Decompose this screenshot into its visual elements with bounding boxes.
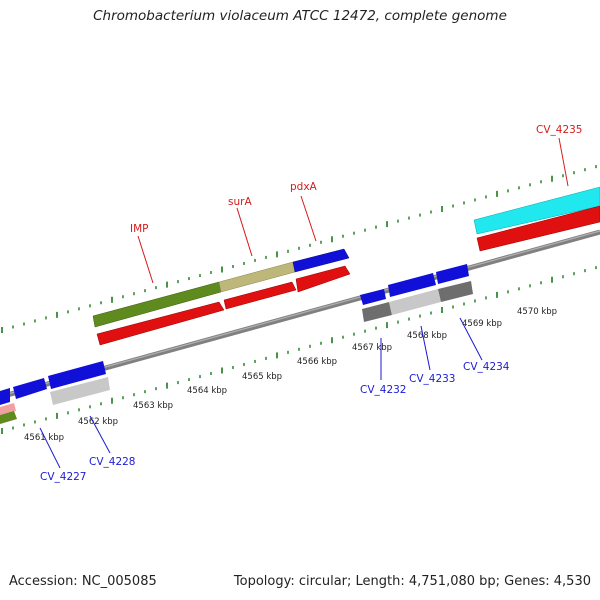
scale-labels: 4561 kbp 4562 kbp 4563 kbp 4564 kbp 4565…: [24, 307, 557, 443]
label-cv4235[interactable]: CV_4235: [536, 124, 583, 136]
label-cv4234[interactable]: CV_4234: [463, 361, 510, 373]
gene-cv4233-grey[interactable]: [389, 289, 441, 315]
gene-cv4234-grey[interactable]: [438, 281, 473, 302]
leader-cv4228: [89, 415, 111, 454]
scale-label-4565: 4565 kbp: [242, 372, 282, 382]
gene-pdxa-cds[interactable]: [295, 265, 351, 293]
scale-label-4570: 4570 kbp: [517, 307, 557, 317]
label-pdxa[interactable]: pdxA: [290, 181, 318, 193]
gene-left-olive[interactable]: [0, 411, 17, 424]
label-cv4228[interactable]: CV_4228: [89, 456, 136, 468]
reverse-label-leaders: [39, 317, 483, 469]
gene-left-blue-feature[interactable]: [0, 388, 10, 405]
outer-tick-ring: [1, 165, 597, 333]
gene-pdxa-feature[interactable]: [292, 248, 350, 273]
leader-cv4234: [459, 317, 483, 361]
scale-label-4561: 4561 kbp: [24, 433, 64, 443]
inner-tick-ring: [1, 266, 597, 434]
accession-text: Accession: NC_005085: [9, 574, 157, 589]
leader-cv4233: [420, 325, 431, 371]
gene-cv4228-feature[interactable]: [48, 361, 106, 389]
gene-cv4228-grey[interactable]: [50, 377, 110, 405]
forward-genes: [0, 186, 600, 424]
leader-pdxa: [300, 195, 317, 242]
map-title: Chromobacterium violaceum ATCC 12472, co…: [93, 8, 507, 24]
gene-cv4227-feature[interactable]: [13, 378, 47, 399]
scale-label-4563: 4563 kbp: [133, 401, 173, 411]
label-imp[interactable]: IMP: [130, 223, 149, 235]
leader-cv4227: [39, 427, 61, 469]
reverse-genes: [0, 264, 473, 405]
forward-gene-labels: IMP surA pdxA CV_4235: [130, 124, 583, 235]
scale-label-4569: 4569 kbp: [462, 319, 502, 329]
scale-label-4562: 4562 kbp: [78, 417, 118, 427]
gene-cv4232-feature[interactable]: [360, 289, 386, 305]
gene-sura-cds[interactable]: [223, 281, 297, 310]
forward-label-leaders: [137, 137, 569, 284]
leader-sura: [236, 207, 253, 257]
scale-label-4564: 4564 kbp: [187, 386, 227, 396]
gene-cv4233-feature[interactable]: [388, 273, 436, 297]
scale-label-4568: 4568 kbp: [407, 331, 447, 341]
gene-cv4232-grey[interactable]: [362, 302, 392, 322]
gene-cv4235-feature[interactable]: [473, 186, 600, 235]
genome-summary-text: Topology: circular; Length: 4,751,080 bp…: [233, 574, 591, 589]
leader-imp: [137, 235, 154, 284]
label-sura[interactable]: surA: [228, 196, 252, 208]
gene-cv4235-cds[interactable]: [476, 205, 600, 252]
leader-cv4235: [558, 137, 569, 187]
gene-imp-cds[interactable]: [96, 301, 225, 346]
scale-label-4566: 4566 kbp: [297, 357, 337, 367]
label-cv4232[interactable]: CV_4232: [360, 384, 407, 396]
scale-label-4567: 4567 kbp: [352, 343, 392, 353]
reverse-gene-labels: CV_4227 CV_4228 CV_4232 CV_4233 CV_4234: [40, 361, 510, 483]
label-cv4227[interactable]: CV_4227: [40, 471, 87, 483]
label-cv4233[interactable]: CV_4233: [409, 373, 456, 385]
gene-cv4234-feature[interactable]: [436, 264, 469, 284]
